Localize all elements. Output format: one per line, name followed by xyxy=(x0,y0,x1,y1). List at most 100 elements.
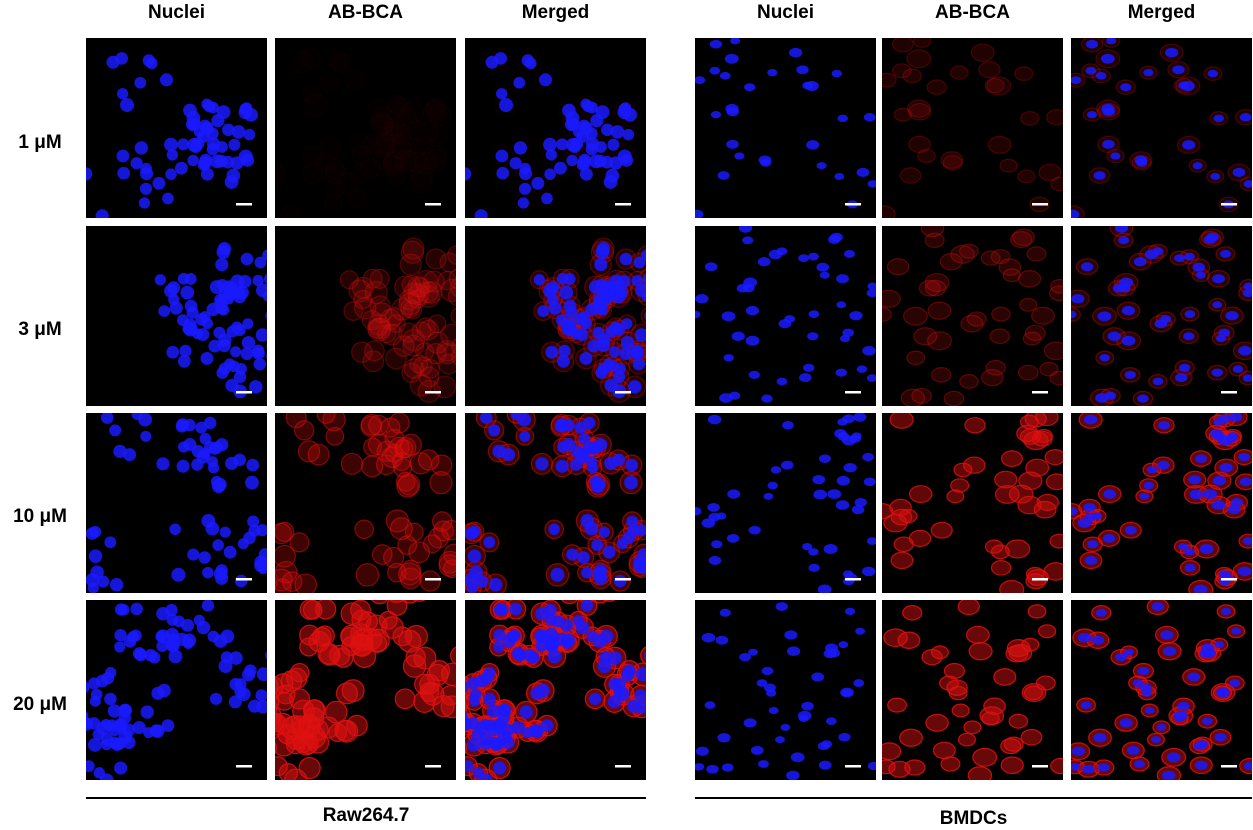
nucleus xyxy=(1133,257,1147,267)
nucleus xyxy=(95,209,109,218)
nucleus xyxy=(863,113,876,122)
nucleus xyxy=(517,197,530,209)
nucleus xyxy=(479,413,493,424)
nucleus xyxy=(538,73,552,87)
nucleus xyxy=(610,321,622,334)
cytoplasm-signal xyxy=(328,723,348,742)
cytoplasm-signal xyxy=(275,702,278,716)
nucleus xyxy=(1174,254,1186,263)
cytoplasm-signal xyxy=(371,600,388,605)
cytoplasm-signal xyxy=(314,625,335,646)
nucleus xyxy=(168,293,180,306)
nucleus xyxy=(90,688,103,701)
nucleus xyxy=(1071,293,1085,304)
cytoplasm-signal xyxy=(369,317,391,340)
cytoplasm-signal xyxy=(409,374,433,397)
nucleus xyxy=(1214,732,1227,742)
cytoplasm-signal xyxy=(899,167,922,184)
cytoplasm-signal xyxy=(904,759,926,776)
nucleus xyxy=(201,98,213,110)
cytoplasm-signal xyxy=(369,295,391,317)
cytoplasm-signal xyxy=(402,334,425,357)
nucleus xyxy=(710,111,722,119)
nucleus xyxy=(851,505,865,515)
nucleus xyxy=(1080,262,1094,272)
cytoplasm-signal xyxy=(281,205,302,218)
nucleus xyxy=(1227,505,1241,515)
cytoplasm-signal xyxy=(398,562,422,586)
cytoplasm-signal xyxy=(448,268,456,290)
nucleus xyxy=(816,262,830,272)
nucleus xyxy=(191,137,205,150)
nucleus xyxy=(1107,331,1121,341)
nucleus xyxy=(152,176,166,190)
scale-bar xyxy=(425,765,441,768)
nucleus xyxy=(206,143,219,156)
nucleus xyxy=(767,68,778,77)
cytoplasm-signal xyxy=(355,563,380,587)
nucleus xyxy=(721,311,736,322)
cytoplasm-signal xyxy=(882,306,892,323)
nucleus xyxy=(522,727,534,739)
cytoplasm-signal xyxy=(367,318,388,339)
cytoplasm-signal xyxy=(397,535,418,556)
nucleus xyxy=(509,602,522,616)
scale-bar xyxy=(1221,578,1237,581)
nucleus xyxy=(1194,454,1207,463)
nucleus xyxy=(603,175,618,189)
cytoplasm-signal xyxy=(882,72,897,88)
nucleus xyxy=(255,283,267,298)
cytoplasm-signal xyxy=(891,38,914,53)
nucleus xyxy=(745,305,760,316)
nucleus xyxy=(215,302,227,314)
micrograph-merged-bmdc-row4 xyxy=(1071,600,1252,780)
cytoplasm-signal xyxy=(994,470,1018,489)
nucleus xyxy=(1102,533,1116,543)
nucleus xyxy=(210,441,224,454)
nucleus xyxy=(114,603,128,616)
nucleus xyxy=(742,236,754,245)
nucleus xyxy=(209,692,223,705)
nucleus xyxy=(856,365,868,373)
nucleus xyxy=(1071,506,1078,516)
nucleus xyxy=(114,628,127,642)
cytoplasm-signal xyxy=(407,275,429,298)
group-underline-raw xyxy=(86,797,646,799)
nucleus xyxy=(619,252,633,266)
nucleus xyxy=(228,360,240,373)
cytoplasm-signal xyxy=(957,600,980,616)
nucleus xyxy=(607,695,621,709)
nucleus xyxy=(157,683,171,698)
nucleus xyxy=(1160,630,1174,640)
nucleus xyxy=(849,310,863,321)
row-label-1uM: 1 μM xyxy=(18,132,62,153)
nucleus xyxy=(763,492,774,500)
nucleus xyxy=(803,363,815,372)
nucleus xyxy=(614,285,628,300)
cytoplasm-signal xyxy=(386,600,408,616)
nucleus xyxy=(1183,332,1195,341)
nucleus xyxy=(255,689,267,702)
cytoplasm-signal xyxy=(985,359,1006,376)
nucleus xyxy=(717,733,731,743)
cytoplasm-signal xyxy=(1043,341,1063,361)
cytoplasm-signal xyxy=(999,579,1025,593)
nucleus xyxy=(579,352,593,365)
nucleus xyxy=(495,149,509,163)
nucleus xyxy=(1184,563,1196,572)
cytoplasm-signal xyxy=(303,699,325,721)
nucleus xyxy=(556,354,570,368)
nucleus xyxy=(1077,632,1092,643)
nucleus xyxy=(558,344,571,358)
cytoplasm-signal xyxy=(425,248,447,270)
nucleus xyxy=(474,209,488,218)
micrograph-abbca-bmdc-row4 xyxy=(882,600,1063,780)
cytoplasm-signal xyxy=(1031,306,1055,325)
cytoplasm-signal xyxy=(419,682,440,703)
nucleus xyxy=(488,577,503,592)
nucleus xyxy=(545,149,558,161)
nucleus xyxy=(825,717,837,726)
nucleus xyxy=(610,125,625,139)
nucleus xyxy=(802,81,814,90)
cytoplasm-signal xyxy=(302,725,326,749)
